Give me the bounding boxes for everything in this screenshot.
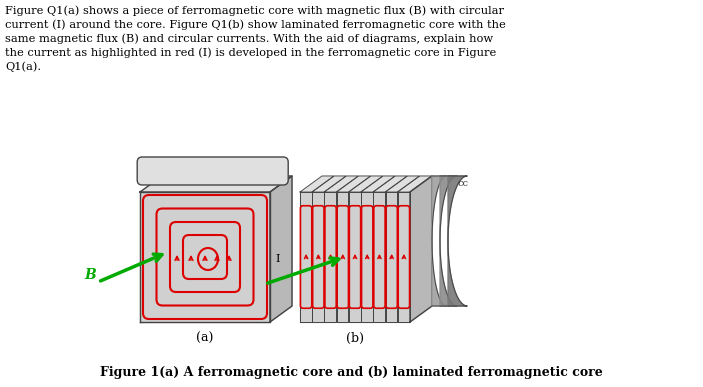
Polygon shape (140, 192, 270, 322)
Polygon shape (361, 176, 395, 192)
Polygon shape (373, 176, 407, 192)
Text: I: I (275, 254, 280, 264)
Polygon shape (312, 192, 324, 322)
Text: B: B (84, 268, 96, 282)
Polygon shape (337, 176, 370, 192)
Polygon shape (440, 176, 457, 306)
Polygon shape (337, 192, 349, 322)
Polygon shape (398, 192, 410, 322)
Polygon shape (432, 176, 446, 306)
Text: (a): (a) (196, 332, 214, 345)
Text: cc: cc (458, 179, 469, 188)
Polygon shape (410, 176, 432, 322)
Polygon shape (349, 192, 361, 322)
Text: (b): (b) (346, 332, 364, 345)
FancyBboxPatch shape (137, 157, 288, 185)
Polygon shape (448, 176, 467, 306)
Polygon shape (398, 176, 432, 192)
Polygon shape (361, 192, 373, 322)
Polygon shape (325, 176, 358, 192)
Text: Figure 1(a) A ferromagnetic core and (b) laminated ferromagnetic core: Figure 1(a) A ferromagnetic core and (b)… (100, 366, 603, 379)
Polygon shape (300, 192, 311, 322)
Polygon shape (312, 176, 346, 192)
Polygon shape (385, 176, 419, 192)
Polygon shape (270, 176, 292, 322)
Polygon shape (300, 176, 334, 192)
Polygon shape (349, 176, 382, 192)
Text: Figure Q1(a) shows a piece of ferromagnetic core with magnetic flux (B) with cir: Figure Q1(a) shows a piece of ferromagne… (5, 5, 505, 72)
Polygon shape (385, 192, 397, 322)
Polygon shape (325, 192, 336, 322)
Polygon shape (373, 192, 385, 322)
Polygon shape (140, 176, 292, 192)
